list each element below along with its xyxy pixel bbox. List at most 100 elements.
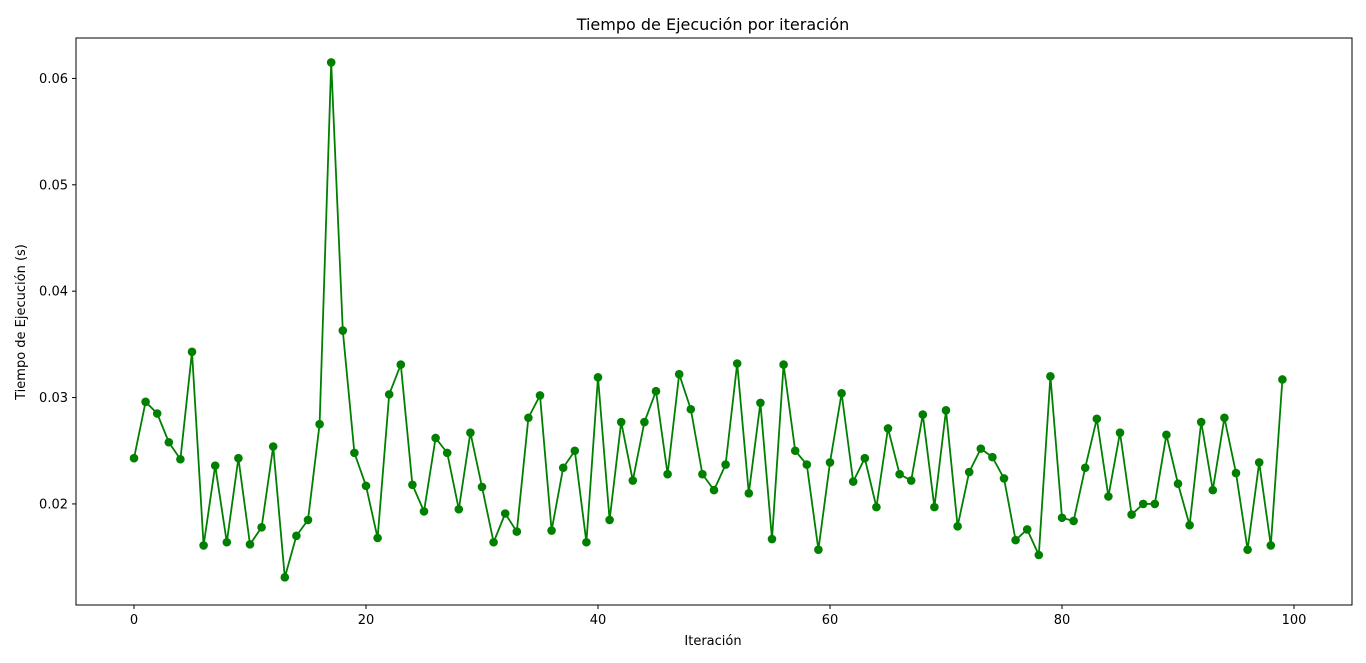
data-point [663, 469, 672, 479]
data-point [1069, 516, 1078, 526]
data-point [1185, 520, 1194, 530]
data-point [477, 482, 487, 492]
data-point [732, 359, 742, 368]
data-point [1127, 510, 1136, 519]
data-point [373, 533, 382, 543]
data-point [790, 446, 800, 456]
data-point [338, 326, 348, 335]
data-point [164, 437, 174, 447]
data-point [442, 448, 452, 458]
data-point [616, 417, 626, 427]
data-point [176, 454, 185, 464]
data-point [1196, 417, 1206, 427]
x-tick-label: 0 [130, 613, 138, 628]
data-point [384, 390, 394, 399]
data-point [1046, 371, 1055, 381]
data-point [918, 410, 928, 419]
y-axis-label: Tiempo de Ejecución (s) [14, 244, 29, 401]
x-tick-label: 80 [1054, 613, 1071, 628]
data-point [524, 413, 533, 423]
data-point [535, 391, 545, 400]
y-tick-label: 0.06 [39, 72, 68, 87]
series-layer [129, 58, 1287, 582]
data-point [837, 389, 846, 398]
data-point [860, 453, 870, 463]
data-point [1138, 499, 1148, 509]
data-point [1022, 525, 1032, 534]
data-point [280, 573, 290, 582]
data-point [698, 469, 707, 479]
data-point [454, 504, 464, 514]
data-point [628, 476, 638, 485]
x-tick-label: 60 [822, 613, 839, 628]
data-point [1150, 499, 1160, 509]
data-point [756, 398, 765, 408]
data-point [964, 467, 974, 477]
data-point [825, 458, 835, 467]
data-point [141, 397, 150, 407]
data-point [895, 469, 904, 479]
data-point [1080, 463, 1090, 473]
data-point [570, 446, 580, 456]
data-point [1011, 535, 1020, 545]
data-point [802, 460, 812, 469]
data-point [303, 515, 313, 525]
data-point [988, 452, 997, 462]
data-point [605, 515, 614, 525]
x-axis-ticks: 0 20 40 60 80 100 [130, 605, 1307, 628]
data-point [408, 480, 417, 490]
data-point [234, 453, 243, 463]
data-point [512, 527, 522, 536]
data-point [814, 545, 823, 554]
data-point [245, 540, 255, 549]
data-point [431, 433, 440, 443]
data-point [152, 409, 162, 418]
data-point [1173, 479, 1183, 489]
data-point [361, 481, 371, 491]
data-point [129, 453, 139, 463]
data-point [1092, 414, 1102, 424]
data-point [1104, 492, 1113, 501]
data-point [187, 347, 197, 357]
data-point [779, 360, 788, 369]
data-point [930, 502, 939, 512]
data-point [1231, 468, 1241, 478]
chart-title: Tiempo de Ejecución por iteración [576, 15, 850, 34]
data-point [651, 386, 661, 396]
data-point [953, 521, 962, 531]
data-point [489, 537, 498, 547]
data-point [210, 461, 220, 470]
x-tick-label: 100 [1282, 613, 1307, 628]
y-tick-label: 0.02 [39, 497, 68, 512]
data-point [257, 523, 266, 532]
data-point [1220, 413, 1229, 423]
data-point [350, 448, 359, 458]
data-point [1266, 541, 1276, 550]
data-point [558, 463, 568, 473]
data-point [1243, 545, 1252, 554]
data-point [883, 424, 893, 433]
data-point [1208, 485, 1218, 495]
data-point [466, 428, 475, 437]
data-point [1115, 428, 1125, 437]
data-point [396, 360, 406, 369]
data-point [721, 460, 730, 469]
data-point [500, 509, 510, 518]
series-line [133, 61, 1284, 579]
data-point [906, 476, 916, 485]
data-point [547, 526, 556, 535]
data-point [593, 373, 603, 382]
data-point [326, 58, 336, 67]
data-point [1278, 375, 1287, 384]
data-point [222, 537, 232, 547]
data-point [709, 485, 719, 495]
data-point [848, 477, 858, 486]
data-point [292, 531, 301, 541]
data-point [999, 474, 1009, 483]
data-point [315, 419, 324, 429]
data-point [419, 507, 429, 516]
data-point [1034, 550, 1044, 560]
data-point [767, 534, 777, 544]
data-point [1057, 513, 1067, 523]
